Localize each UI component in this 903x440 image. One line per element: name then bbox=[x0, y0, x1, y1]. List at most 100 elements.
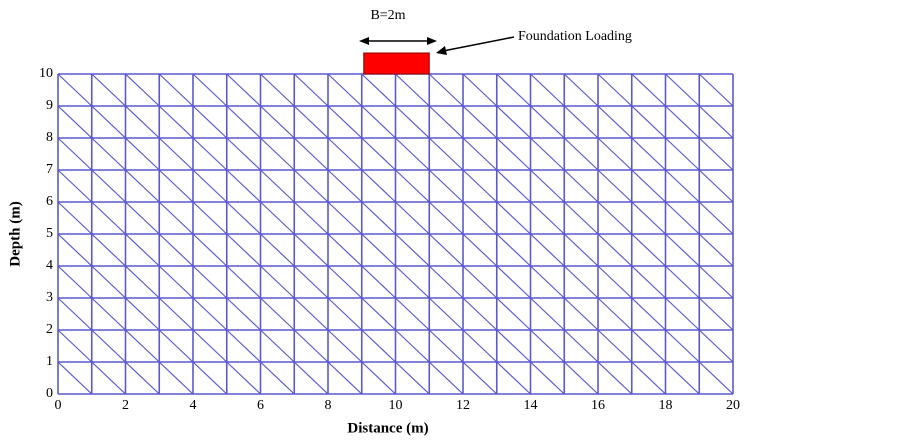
y-tick-label: 7 bbox=[46, 162, 53, 177]
mesh-diagonal bbox=[361, 265, 396, 299]
mesh-diagonal bbox=[158, 105, 194, 139]
mesh-diagonal bbox=[125, 265, 160, 299]
mesh-diagonal bbox=[698, 265, 734, 299]
mesh-diagonal bbox=[192, 73, 228, 107]
mesh-diagonal bbox=[428, 201, 464, 235]
mesh-diagonal bbox=[361, 329, 396, 363]
mesh-diagonal bbox=[631, 297, 666, 331]
mesh-diagonal bbox=[462, 137, 498, 171]
mesh-diagonal bbox=[428, 265, 464, 299]
mesh-diagonal bbox=[260, 105, 295, 139]
mesh-diagonal bbox=[226, 105, 261, 139]
mesh-diagonal bbox=[91, 297, 126, 331]
mesh-diagonal bbox=[631, 201, 666, 235]
mesh-diagonal bbox=[260, 73, 295, 107]
mesh-diagonal bbox=[665, 233, 700, 267]
mesh-diagonal bbox=[57, 297, 93, 331]
mesh-diagonal bbox=[260, 137, 295, 171]
mesh-diagonal bbox=[563, 233, 599, 267]
width-arrow bbox=[359, 37, 437, 45]
mesh-diagonal bbox=[57, 201, 93, 235]
mesh-diagonal bbox=[462, 297, 498, 331]
x-tick-label: 18 bbox=[659, 398, 673, 413]
mesh-diagonal bbox=[327, 329, 363, 363]
mesh-diagonal bbox=[192, 169, 228, 203]
mesh-diagonal bbox=[158, 233, 194, 267]
mesh-diagonal bbox=[665, 297, 700, 331]
mesh-diagonal bbox=[665, 201, 700, 235]
mesh-diagonal bbox=[226, 329, 261, 363]
mesh-diagonal bbox=[293, 329, 329, 363]
mesh-diagonal bbox=[91, 361, 126, 395]
mesh-diagonal bbox=[428, 297, 464, 331]
mesh-diagonal bbox=[260, 169, 295, 203]
mesh-diagonal bbox=[125, 105, 160, 139]
mesh-diagonal bbox=[428, 137, 464, 171]
mesh-diagonal bbox=[597, 329, 633, 363]
mesh-diagonal bbox=[698, 297, 734, 331]
mesh-diagonal bbox=[327, 265, 363, 299]
mesh-diagonal bbox=[563, 105, 599, 139]
y-tick-label: 1 bbox=[46, 354, 53, 369]
mesh-diagonal bbox=[530, 329, 565, 363]
mesh-diagonal bbox=[698, 73, 734, 107]
mesh-diagonal bbox=[192, 361, 228, 395]
mesh-diagonal bbox=[631, 361, 666, 395]
mesh-diagonal bbox=[563, 201, 599, 235]
mesh-diagonal bbox=[395, 361, 430, 395]
mesh-diagonal bbox=[125, 329, 160, 363]
mesh-diagonal bbox=[530, 73, 565, 107]
mesh-diagonal bbox=[631, 233, 666, 267]
mesh-diagonal bbox=[530, 201, 565, 235]
mesh-diagonal bbox=[91, 73, 126, 107]
mesh-diagonal bbox=[125, 169, 160, 203]
mesh-diagonal bbox=[631, 169, 666, 203]
mesh-diagonal bbox=[91, 201, 126, 235]
x-tick-label: 20 bbox=[726, 398, 740, 413]
mesh-diagonal bbox=[125, 233, 160, 267]
mesh-diagonal bbox=[192, 329, 228, 363]
mesh-diagonal bbox=[361, 137, 396, 171]
mesh-diagonal bbox=[665, 361, 700, 395]
mesh-diagonal bbox=[158, 329, 194, 363]
mesh-diagonal bbox=[293, 201, 329, 235]
mesh-diagonal bbox=[395, 233, 430, 267]
mesh-diagonal bbox=[496, 297, 531, 331]
load-annotation: Foundation Loading bbox=[518, 29, 632, 44]
mesh-diagonal bbox=[361, 201, 396, 235]
mesh-diagonal bbox=[57, 329, 93, 363]
mesh-diagonal bbox=[260, 265, 295, 299]
mesh-diagonal bbox=[158, 201, 194, 235]
mesh-diagonal bbox=[462, 361, 498, 395]
mesh-diagonal bbox=[158, 265, 194, 299]
y-tick-label: 0 bbox=[46, 386, 53, 401]
mesh-diagonal bbox=[530, 361, 565, 395]
mesh-diagonal bbox=[395, 265, 430, 299]
mesh-diagonal bbox=[698, 137, 734, 171]
mesh-diagonal bbox=[260, 329, 295, 363]
mesh-diagonal bbox=[260, 361, 295, 395]
mesh-diagonal bbox=[496, 233, 531, 267]
mesh-diagonal bbox=[563, 361, 599, 395]
mesh-diagonal bbox=[395, 169, 430, 203]
mesh-diagonal bbox=[530, 265, 565, 299]
mesh-diagonal bbox=[293, 297, 329, 331]
mesh-diagonal bbox=[327, 137, 363, 171]
mesh-diagonal bbox=[293, 169, 329, 203]
mesh-diagonal bbox=[698, 329, 734, 363]
mesh-diagonal bbox=[293, 361, 329, 395]
mesh-diagonal bbox=[91, 137, 126, 171]
mesh-diagonal bbox=[57, 137, 93, 171]
mesh-diagonal bbox=[530, 169, 565, 203]
mesh-diagonal bbox=[91, 233, 126, 267]
mesh-diagonal bbox=[631, 105, 666, 139]
mesh-diagonal bbox=[462, 169, 498, 203]
mesh-diagonal bbox=[597, 265, 633, 299]
mesh-diagonal bbox=[192, 265, 228, 299]
mesh-diagonal bbox=[192, 233, 228, 267]
mesh-diagonal bbox=[158, 73, 194, 107]
mesh-diagonal bbox=[327, 361, 363, 395]
mesh-diagonal bbox=[698, 105, 734, 139]
mesh-diagonal bbox=[57, 233, 93, 267]
